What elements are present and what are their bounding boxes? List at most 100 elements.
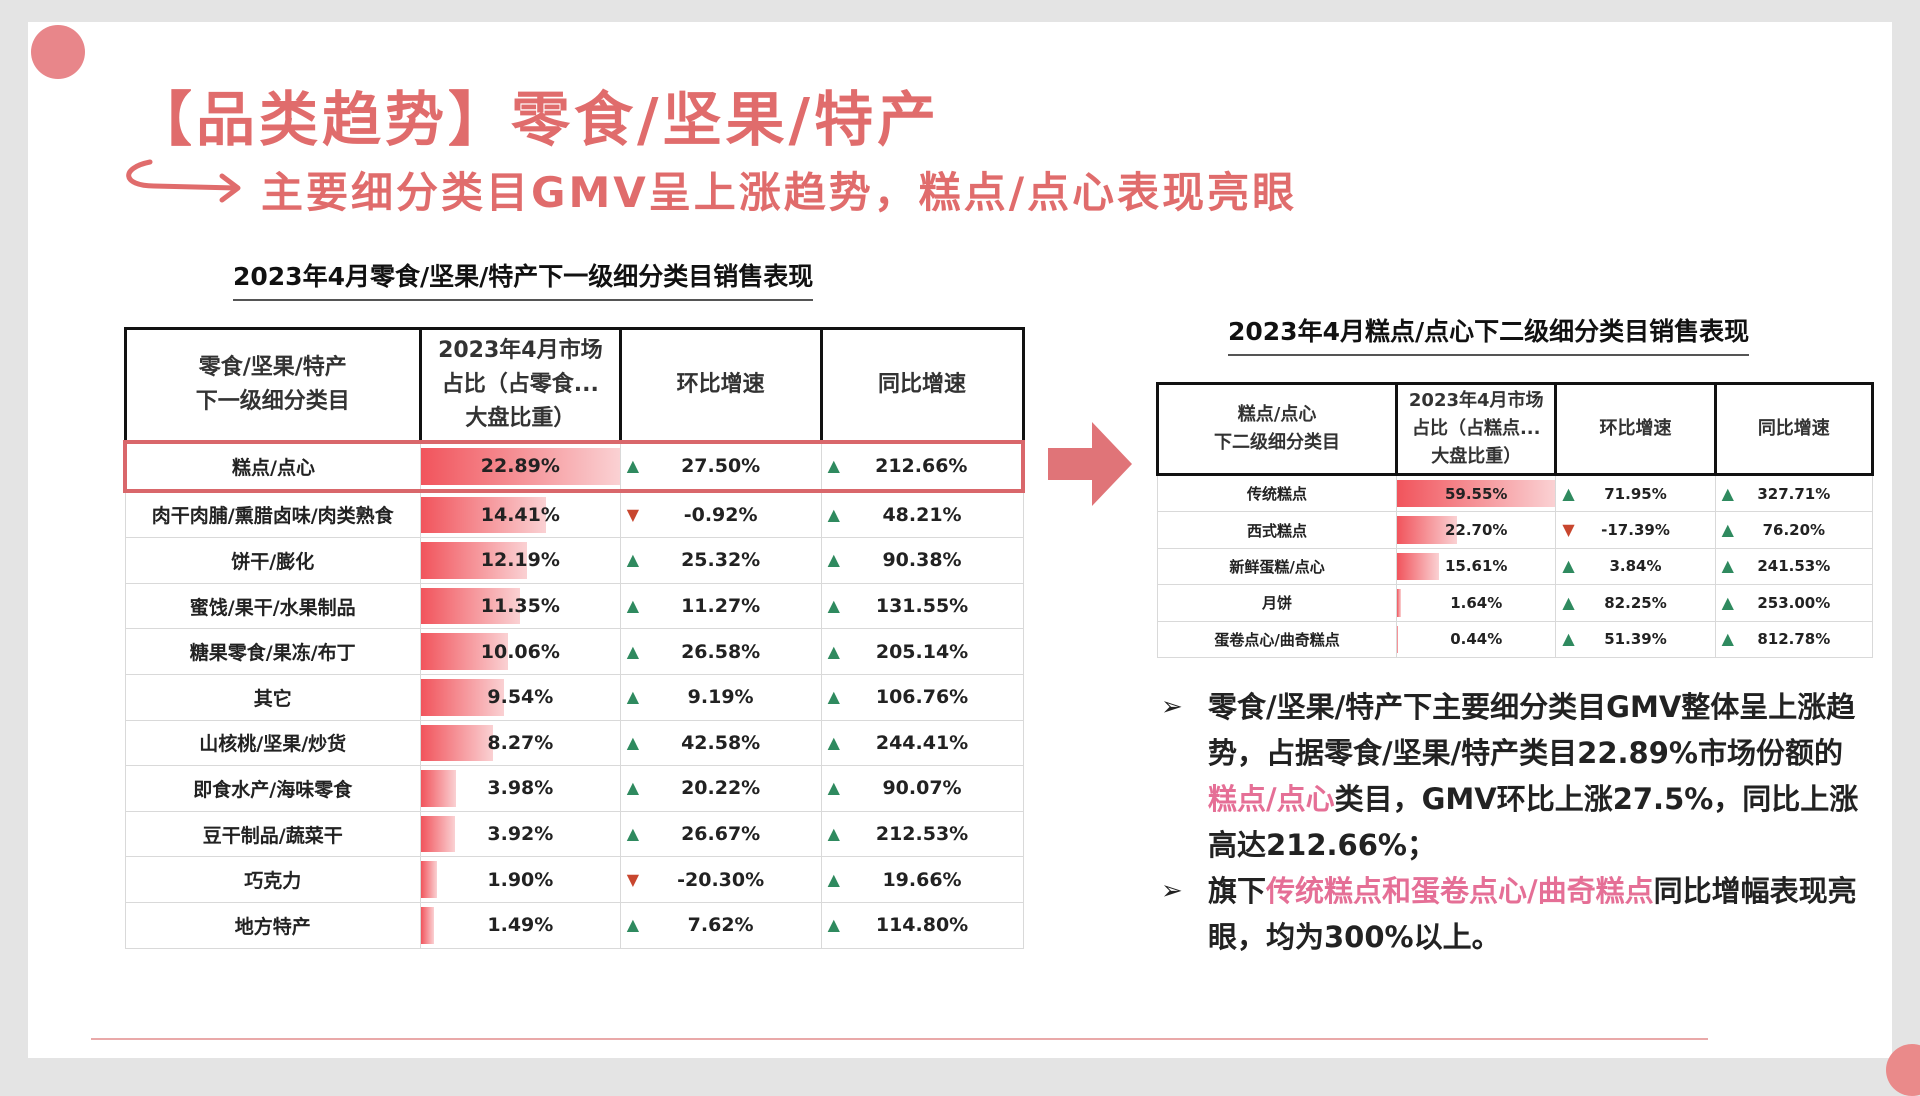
arrow-down-icon: ▼	[1562, 520, 1575, 540]
arrow-up-icon: ▲	[1562, 629, 1575, 649]
share-bar	[1397, 589, 1402, 617]
growth-value: 26.67%	[681, 823, 761, 846]
arrow-up-icon: ▲	[827, 824, 840, 844]
cell-share: 15.61%	[1396, 548, 1557, 586]
table-row: 地方特产 1.49% ▲ 7.62% ▲ 114.80%	[124, 902, 1024, 949]
table-header-row: 糕点/点心 下二级细分类目 2023年4月市场 占比（占糕点... 大盘比重） 环比增…	[1155, 382, 1875, 476]
cell-share: 1.64%	[1396, 584, 1557, 622]
share-value: 59.55%	[1444, 484, 1508, 503]
growth-value: 327.71%	[1757, 484, 1831, 503]
growth-value: -0.92%	[683, 503, 758, 526]
share-bar	[420, 815, 455, 853]
cell-category: 山核桃/坚果/炒货	[124, 720, 421, 767]
table-row: 即食水产/海味零食 3.98% ▲ 20.22% ▲ 90.07%	[124, 765, 1024, 812]
cell-mom: ▲ 25.32%	[620, 537, 822, 584]
table-row: 山核桃/坚果/炒货 8.27% ▲ 42.58% ▲ 244.41%	[124, 720, 1024, 767]
cell-category: 糖果零食/果冻/布丁	[124, 628, 421, 675]
col-header-mom: 环比增速	[618, 327, 823, 444]
cell-share: 22.70%	[1396, 511, 1557, 549]
cell-category: 糕点/点心	[122, 440, 421, 493]
header-text: 下二级细分类目	[1214, 432, 1341, 453]
arrow-up-icon: ▲	[827, 869, 840, 889]
share-bar	[420, 496, 547, 534]
growth-value: 51.39%	[1604, 630, 1667, 649]
bullet-arrow-icon: ➢	[1161, 876, 1183, 906]
share-bar	[1397, 552, 1439, 581]
slide: 【品类趋势】零食/坚果/特产 主要细分类目GMV呈上涨趋势，糕点/点心表现亮眼 …	[28, 22, 1920, 1096]
arrow-up-icon: ▲	[827, 596, 840, 616]
cell-share: 3.98%	[420, 765, 621, 812]
cell-share: 8.27%	[420, 720, 621, 767]
share-value: 9.54%	[487, 686, 554, 709]
share-value: 22.89%	[480, 455, 560, 478]
share-bar	[1397, 516, 1458, 544]
table-row: 饼干/膨化 12.19% ▲ 25.32% ▲ 90.38%	[124, 537, 1024, 584]
arrow-up-icon: ▲	[626, 915, 640, 935]
cell-yoy: ▲ 212.53%	[821, 811, 1024, 858]
cell-yoy: ▲ 327.71%	[1715, 474, 1874, 513]
cell-mom: ▲ 7.62%	[620, 902, 822, 949]
share-bar	[420, 448, 620, 485]
arrow-up-icon: ▲	[827, 504, 840, 524]
cell-mom: ▲ 27.50%	[620, 440, 822, 493]
growth-value: 76.20%	[1762, 521, 1826, 540]
share-bar	[420, 861, 438, 898]
cell-yoy: ▲ 131.55%	[821, 583, 1024, 630]
cell-category: 饼干/膨化	[124, 537, 421, 584]
cell-yoy: ▲ 19.66%	[821, 856, 1024, 903]
table-row: 西式糕点 22.70% ▼ -17.39% ▲ 76.20%	[1156, 511, 1874, 549]
arrow-up-icon: ▲	[626, 778, 640, 798]
cell-category: 巧克力	[124, 856, 421, 903]
growth-value: 241.53%	[1757, 557, 1831, 576]
bullet-item: ➢ 旗下传统糕点和蛋卷点心/曲奇糕点同比增幅表现亮眼，均为300%以上。	[1161, 868, 1861, 960]
cell-mom: ▲ 42.58%	[620, 720, 822, 767]
growth-value: 131.55%	[875, 595, 969, 618]
share-value: 22.70%	[1444, 521, 1508, 540]
arrow-up-icon: ▲	[626, 456, 640, 476]
col-header-share: 2023年4月市场 占比（占糕点... 大盘比重）	[1395, 382, 1558, 476]
header-text: 2023年4月市场	[438, 337, 603, 363]
cell-mom: ▼ -0.92%	[620, 490, 822, 539]
arrow-up-icon: ▲	[626, 732, 640, 752]
share-value: 8.27%	[487, 731, 554, 754]
arrow-up-icon: ▲	[1562, 483, 1575, 503]
arrow-up-icon: ▲	[626, 641, 640, 661]
table-row: 巧克力 1.90% ▼ -20.30% ▲ 19.66%	[124, 856, 1024, 903]
arrow-up-icon: ▲	[626, 550, 640, 570]
share-value: 3.98%	[487, 777, 554, 800]
cell-yoy: ▲ 244.41%	[821, 720, 1024, 767]
arrow-up-icon: ▲	[827, 915, 840, 935]
table-row: 糕点/点心 22.89% ▲ 27.50% ▲ 212.66%	[122, 440, 1025, 493]
col-header-yoy: 同比增速	[1713, 382, 1875, 476]
growth-value: 253.00%	[1757, 593, 1831, 612]
table1-caption: 2023年4月零食/坚果/特产下一级细分类目销售表现	[233, 257, 814, 301]
share-value: 12.19%	[480, 549, 560, 572]
share-bar	[420, 633, 509, 670]
cell-yoy: ▲ 212.66%	[821, 440, 1025, 493]
growth-value: 812.78%	[1757, 630, 1831, 649]
arrow-up-icon: ▲	[827, 641, 840, 661]
table-row: 蜜饯/果干/水果制品 11.35% ▲ 11.27% ▲ 131.55%	[124, 583, 1024, 630]
cell-share: 12.19%	[420, 537, 621, 584]
footer-divider	[91, 1038, 1708, 1040]
cell-category: 地方特产	[124, 902, 421, 949]
growth-value: 114.80%	[875, 914, 969, 937]
growth-value: 48.21%	[882, 503, 962, 526]
cell-mom: ▲ 51.39%	[1555, 621, 1716, 658]
arrow-up-icon: ▲	[626, 687, 640, 707]
share-bar	[420, 678, 504, 716]
bullet-highlight: 传统糕点和蛋卷点心/曲奇糕点	[1266, 874, 1654, 908]
cell-category: 肉干肉脯/熏腊卤味/肉类熟食	[124, 490, 421, 539]
cell-mom: ▲ 20.22%	[620, 765, 822, 812]
header-text: 零食/坚果/特产	[198, 354, 347, 380]
table-header-row: 零食/坚果/特产 下一级细分类目 2023年4月市场 占比（占零食... 大盘比重） …	[123, 327, 1025, 444]
growth-value: 20.22%	[681, 777, 761, 800]
cell-yoy: ▲ 106.76%	[821, 674, 1024, 721]
table-row: 豆干制品/蔬菜干 3.92% ▲ 26.67% ▲ 212.53%	[124, 811, 1024, 858]
right-arrow-icon	[1048, 422, 1132, 506]
cell-category: 即食水产/海味零食	[124, 765, 421, 812]
arrow-down-icon: ▼	[626, 504, 640, 524]
arrow-up-icon: ▲	[1562, 592, 1575, 612]
table-row: 传统糕点 59.55% ▲ 71.95% ▲ 327.71%	[1156, 474, 1874, 513]
bullet-text: 旗下	[1208, 874, 1267, 908]
